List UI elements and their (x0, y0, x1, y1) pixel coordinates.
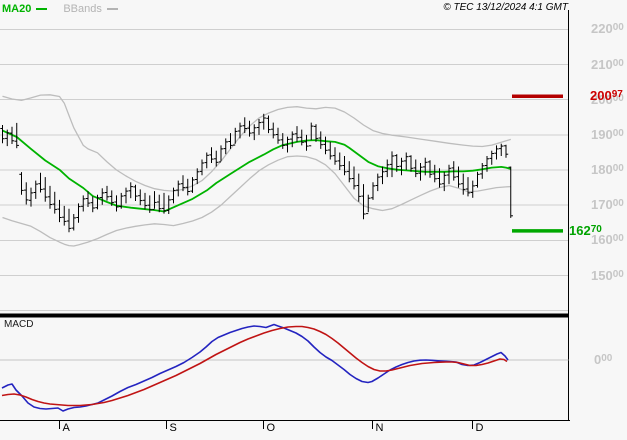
bbands-legend-swatch (106, 8, 118, 10)
chart-legend: MA20 BBands (2, 3, 118, 15)
bollinger-lower-band (2, 155, 511, 247)
macd-panel-title: MACD (4, 319, 34, 330)
legend-item-bbands: BBands (63, 3, 118, 15)
legend-item-ma20: MA20 (2, 3, 48, 15)
ma20-legend-swatch (36, 8, 48, 10)
copyright-text: © TEC 13/12/2024 4:1 GMT (443, 2, 568, 13)
signal-line (1, 325, 508, 407)
macd-line (1, 323, 509, 412)
ma20-legend-label: MA20 (2, 3, 32, 15)
bbands-legend-label: BBands (63, 3, 102, 15)
